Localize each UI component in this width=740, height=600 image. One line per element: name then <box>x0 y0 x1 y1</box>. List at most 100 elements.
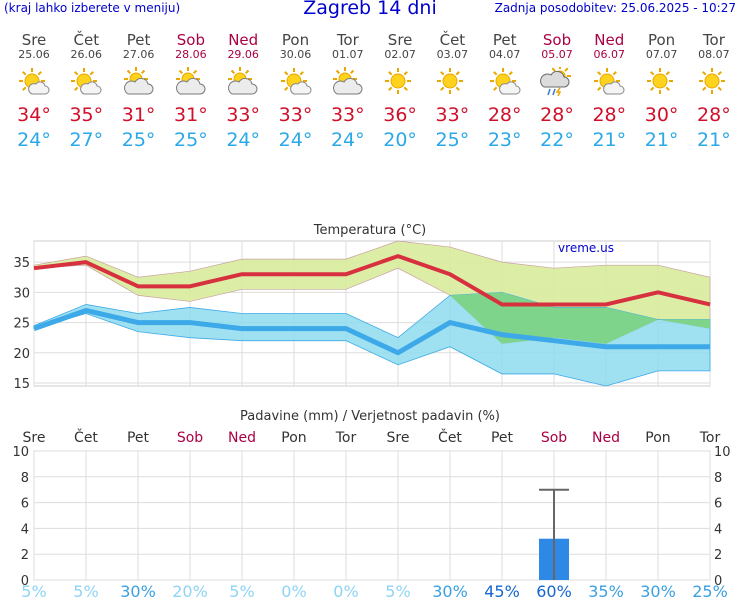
day-name: Sre <box>21 31 47 49</box>
day-name: Pet <box>126 31 151 49</box>
day-date: 04.07 <box>488 48 521 61</box>
precipitation-day-label: Tor <box>699 430 721 446</box>
precipitation-y-tick-label-right: 6 <box>714 497 722 512</box>
last-updated: Zadnja posodobitev: 25.06.2025 - 10:27 <box>494 1 736 15</box>
precipitation-probability-label: 35% <box>588 582 624 600</box>
max-temperature: 33° <box>435 104 470 126</box>
precipitation-y-tick-label-right: 2 <box>714 548 722 563</box>
min-temperature: 21° <box>644 129 679 151</box>
top-bar: (kraj lahko izberete v meniju) Zagreb 14… <box>0 0 740 24</box>
min-temperature: 23° <box>487 129 522 151</box>
forecast-day: Pon 07.07 30° 21° <box>636 32 688 153</box>
forecast-day: Pet 27.06 31° 25° <box>113 32 165 153</box>
precipitation-day-label: Pon <box>645 430 670 446</box>
precipitation-y-tick-label-left: 10 <box>12 445 29 460</box>
sun-cloud-icon <box>489 68 521 95</box>
precipitation-probability-label: 20% <box>172 582 208 600</box>
precipitation-probability-label: 5% <box>229 582 254 600</box>
sun-icon <box>646 68 673 94</box>
min-temperature: 27° <box>69 129 104 151</box>
day-date: 27.06 <box>122 48 155 61</box>
precipitation-day-label: Sre <box>23 430 46 446</box>
cloud-sun-icon <box>228 67 258 95</box>
sun-icon <box>698 68 725 94</box>
forecast-day: Sre 02.07 36° 20° <box>374 32 426 153</box>
precipitation-plot-area <box>33 450 711 581</box>
forecast-day: Pon 30.06 33° 24° <box>270 32 322 153</box>
min-temperature: 20° <box>383 129 417 151</box>
forecast-day: Ned 06.07 28° 21° <box>583 32 635 153</box>
day-name: Sre <box>387 31 413 49</box>
min-temperature: 24° <box>17 129 51 151</box>
precipitation-probability-label: 30% <box>432 582 468 600</box>
day-date: 08.07 <box>698 48 730 61</box>
max-temperature: 30° <box>644 104 679 126</box>
forecast-day: Tor 01.07 33° 24° <box>322 32 374 153</box>
storm-icon <box>540 67 571 97</box>
precipitation-probability-label: 0% <box>333 582 358 600</box>
precipitation-day-label: Pet <box>491 430 514 446</box>
day-date: 01.07 <box>332 48 364 61</box>
precipitation-y-tick-label-right: 4 <box>714 522 722 537</box>
precipitation-y-tick-label-left: 8 <box>21 471 29 486</box>
forecast-day: Tor 08.07 28° 21° <box>688 32 740 153</box>
forecast-day: Pet 04.07 28° 23° <box>479 32 531 153</box>
forecast-day: Sob 28.06 31° 25° <box>165 32 217 153</box>
cloud-sun-icon <box>175 67 206 95</box>
precipitation-day-label: Ned <box>592 430 620 446</box>
location-hint: (kraj lahko izberete v meniju) <box>4 1 181 15</box>
day-date: 29.06 <box>227 48 259 61</box>
max-temperature: 33° <box>226 104 261 126</box>
day-name: Sob <box>542 31 572 49</box>
precipitation-probability-label: 0% <box>281 582 306 600</box>
precipitation-probability-label: 45% <box>484 582 520 600</box>
precipitation-y-tick-label-left: 6 <box>21 497 29 512</box>
day-date: 30.06 <box>279 48 312 61</box>
day-date: 05.07 <box>541 48 573 61</box>
max-temperature: 28° <box>540 104 574 126</box>
precipitation-day-label: Sob <box>177 430 203 446</box>
max-temperature: 33° <box>278 104 313 126</box>
precipitation-day-label: Čet <box>438 428 462 446</box>
forecast-day: Čet 26.06 35° 27° <box>60 32 112 153</box>
sun-cloud-icon <box>71 68 102 95</box>
min-temperature: 21° <box>697 129 731 151</box>
sun-cloud-icon <box>594 68 625 95</box>
precipitation-probability-label: 5% <box>385 582 410 600</box>
min-temperature: 24° <box>278 129 313 151</box>
precipitation-day-label: Sre <box>387 430 410 446</box>
day-name: Sob <box>176 31 205 49</box>
precipitation-probability-label: 30% <box>640 582 676 600</box>
max-temperature: 31° <box>121 104 156 126</box>
day-name: Čet <box>73 31 100 49</box>
day-date: 28.06 <box>175 48 207 61</box>
temperature-y-tick-label: 30 <box>13 286 30 301</box>
day-name: Pet <box>492 31 517 49</box>
precipitation-probability-label: 25% <box>692 582 728 600</box>
temperature-chart-title: Temperatura (°C) <box>313 223 426 238</box>
precipitation-y-tick-label-right: 10 <box>714 445 731 460</box>
precipitation-day-label: Čet <box>74 428 98 446</box>
day-name: Pon <box>281 31 310 49</box>
precipitation-y-tick-label-left: 4 <box>21 522 29 537</box>
day-name: Tor <box>702 31 725 49</box>
day-date: 07.07 <box>645 48 678 61</box>
watermark: vreme.us <box>558 241 614 255</box>
day-name: Pon <box>647 31 676 49</box>
precipitation-y-tick-label-left: 0 <box>21 574 29 589</box>
cloud-sun-icon <box>332 67 363 95</box>
min-temperature: 22° <box>540 129 574 151</box>
max-temperature: 28° <box>487 104 522 126</box>
precipitation-probability-label: 60% <box>536 582 572 600</box>
day-name: Ned <box>594 31 625 49</box>
precipitation-day-label: Sob <box>541 430 567 446</box>
precipitation-probability-label: 5% <box>21 582 46 600</box>
precipitation-y-tick-label-right: 8 <box>714 471 722 486</box>
temperature-y-tick-label: 25 <box>13 317 30 332</box>
max-temperature: 35° <box>69 104 104 126</box>
max-temperature: 34° <box>17 104 51 126</box>
precipitation-probability-label: 5% <box>73 582 98 600</box>
day-date: 26.06 <box>70 48 103 61</box>
temperature-y-tick-label: 20 <box>13 347 30 362</box>
forecast-day: Sre 25.06 34° 24° <box>8 32 60 153</box>
